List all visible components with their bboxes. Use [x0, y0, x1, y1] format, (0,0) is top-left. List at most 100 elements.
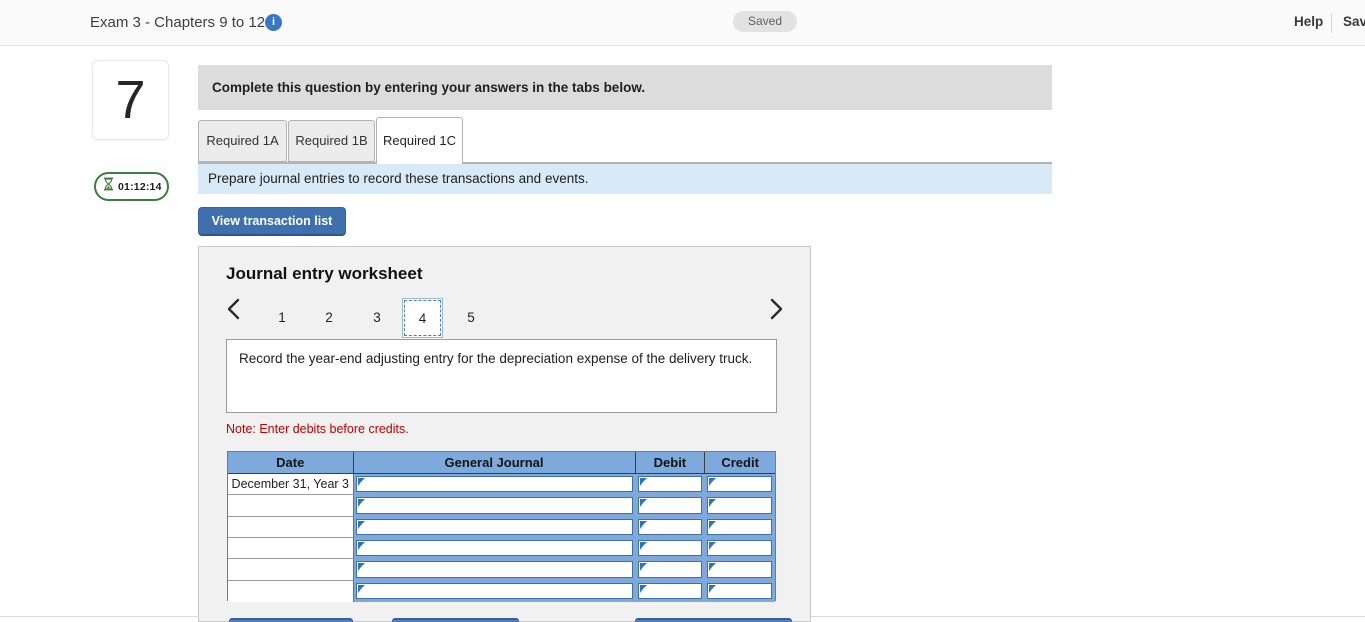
- account-cell: [353, 516, 636, 538]
- account-cell: [353, 559, 636, 581]
- instruction-banner: Complete this question by entering your …: [198, 65, 1052, 110]
- save-link-cutoff[interactable]: Sav: [1343, 14, 1365, 29]
- question-number-card: 7: [92, 60, 169, 140]
- top-bar: Exam 3 - Chapters 9 to 12 i Saved Help S…: [0, 0, 1365, 46]
- credit-input[interactable]: [707, 561, 773, 578]
- tab-required-1c[interactable]: Required 1C: [376, 117, 463, 164]
- header-credit: Credit: [721, 455, 759, 470]
- cell-marker-icon: [709, 478, 717, 486]
- timer-pill: 01:12:14: [94, 172, 169, 201]
- journal-row: December 31, Year 3: [228, 474, 776, 496]
- debit-cell: [635, 580, 706, 602]
- cell-marker-icon: [709, 499, 717, 508]
- header-debit: Debit: [636, 452, 706, 473]
- debit-input[interactable]: [637, 518, 703, 535]
- date-cell: [228, 537, 354, 560]
- date-cell: December 31, Year 3: [228, 474, 354, 496]
- journal-table-header: Date General Journal Debit Credit: [228, 452, 775, 474]
- cell-marker-icon: [639, 499, 647, 508]
- cell-marker-icon: [639, 563, 647, 572]
- cell-marker-icon: [639, 541, 647, 550]
- page-3[interactable]: 3: [373, 310, 381, 325]
- requirement-text: Prepare journal entries to record these …: [208, 171, 589, 186]
- cut-off-button[interactable]: [229, 618, 353, 622]
- credit-input[interactable]: [707, 582, 773, 599]
- cell-marker-icon: [357, 563, 365, 572]
- transaction-description: Record the year-end adjusting entry for …: [239, 351, 753, 366]
- required-tabs: Required 1A Required 1B Required 1C: [198, 117, 1052, 164]
- journal-row: [228, 495, 776, 517]
- cell-marker-icon: [357, 499, 365, 508]
- credit-input[interactable]: [707, 518, 773, 535]
- instruction-text: Complete this question by entering your …: [212, 80, 646, 95]
- debit-input[interactable]: [637, 476, 703, 493]
- transaction-description-box: Record the year-end adjusting entry for …: [226, 339, 777, 413]
- account-input[interactable]: [355, 539, 633, 557]
- debit-cell: [635, 474, 706, 496]
- credit-input[interactable]: [707, 497, 773, 514]
- tab-required-1b[interactable]: Required 1B: [288, 120, 375, 162]
- account-input[interactable]: [355, 518, 633, 535]
- date-cell: [228, 495, 354, 517]
- debits-before-credits-note: Note: Enter debits before credits.: [226, 422, 409, 436]
- journal-row: [228, 580, 776, 602]
- cell-marker-icon: [709, 563, 717, 572]
- credit-cell: [705, 495, 776, 517]
- account-cell: [353, 580, 636, 602]
- journal-entry-worksheet-card: Journal entry worksheet 1 2 3 4 5 Record…: [198, 246, 811, 622]
- account-input[interactable]: [355, 561, 633, 578]
- debit-input[interactable]: [637, 582, 703, 599]
- chevron-left-icon[interactable]: [226, 298, 244, 322]
- account-cell: [353, 495, 636, 517]
- cell-marker-icon: [357, 478, 365, 486]
- account-cell: [353, 537, 636, 560]
- page-5[interactable]: 5: [467, 310, 475, 325]
- view-transaction-list-button[interactable]: View transaction list: [198, 207, 346, 236]
- cell-marker-icon: [639, 478, 647, 486]
- cell-marker-icon: [709, 584, 717, 593]
- tab-required-1a[interactable]: Required 1A: [198, 120, 287, 162]
- journal-table: Date General Journal Debit Credit Decemb…: [227, 451, 776, 602]
- chevron-right-icon[interactable]: [769, 298, 787, 322]
- credit-cell: [705, 516, 776, 538]
- debit-input[interactable]: [637, 539, 703, 557]
- page-1[interactable]: 1: [278, 310, 286, 325]
- requirement-banner: Prepare journal entries to record these …: [198, 164, 1052, 194]
- question-number: 7: [115, 70, 146, 130]
- account-input[interactable]: [355, 476, 633, 493]
- cut-off-button[interactable]: [392, 618, 519, 622]
- date-cell: [228, 516, 354, 538]
- date-cell: [228, 559, 354, 581]
- debit-cell: [635, 559, 706, 581]
- hourglass-icon: [103, 177, 114, 196]
- debit-input[interactable]: [637, 497, 703, 514]
- date-cell: [228, 580, 354, 602]
- credit-cell: [705, 559, 776, 581]
- cell-marker-icon: [357, 584, 365, 593]
- timer-value: 01:12:14: [118, 180, 162, 193]
- credit-input[interactable]: [707, 539, 773, 557]
- page-4-selected[interactable]: 4: [402, 298, 443, 338]
- cell-marker-icon: [357, 520, 365, 529]
- account-input[interactable]: [355, 582, 633, 599]
- debit-input[interactable]: [637, 561, 703, 578]
- credit-input[interactable]: [707, 476, 773, 493]
- credit-cell: [705, 537, 776, 560]
- debit-cell: [635, 537, 706, 560]
- header-date: Date: [228, 452, 354, 473]
- cut-off-button[interactable]: [635, 618, 792, 622]
- journal-row: [228, 537, 776, 560]
- page-2[interactable]: 2: [325, 310, 333, 325]
- cell-marker-icon: [639, 520, 647, 529]
- credit-cell: [705, 580, 776, 602]
- exam-title: Exam 3 - Chapters 9 to 12: [90, 14, 266, 31]
- cell-marker-icon: [639, 584, 647, 593]
- cell-marker-icon: [709, 541, 717, 550]
- worksheet-title: Journal entry worksheet: [226, 264, 423, 283]
- account-input[interactable]: [355, 497, 633, 514]
- info-icon[interactable]: i: [265, 14, 282, 31]
- help-link[interactable]: Help: [1294, 14, 1324, 29]
- account-cell: [353, 474, 636, 496]
- journal-row: [228, 516, 776, 538]
